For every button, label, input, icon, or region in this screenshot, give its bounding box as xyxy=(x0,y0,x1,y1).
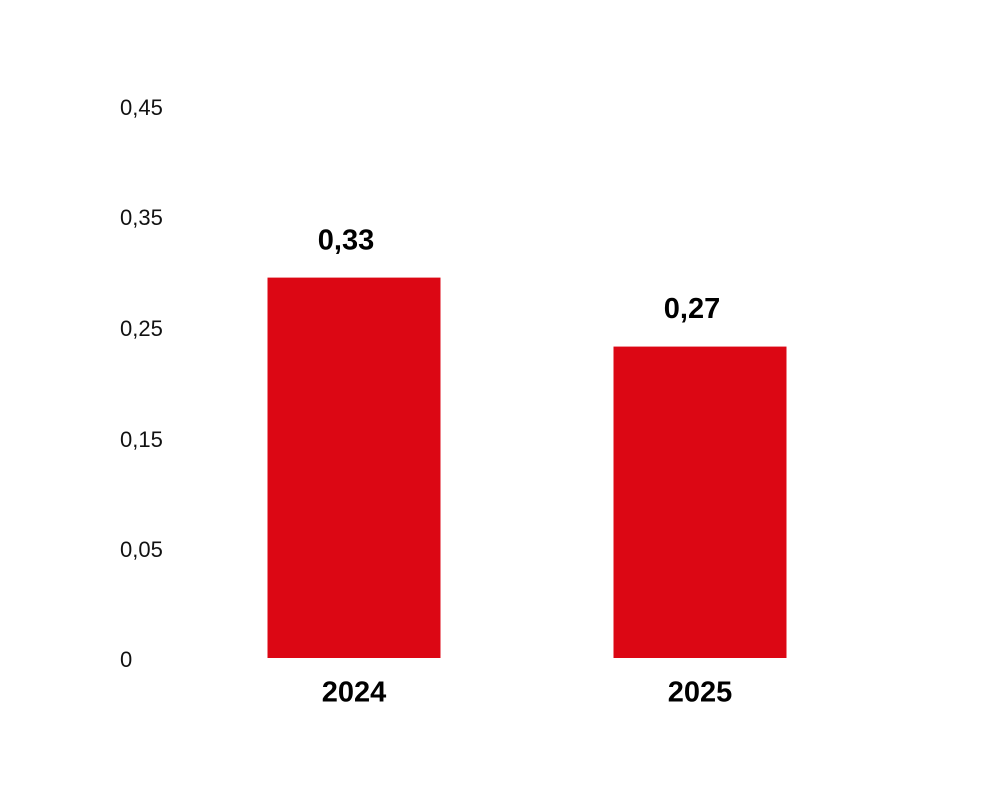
y-tick-label: 0,25 xyxy=(120,316,163,341)
y-axis: 0 0,05 0,15 0,25 0,35 0,45 xyxy=(120,95,163,672)
bars xyxy=(267,277,787,658)
bar-2025 xyxy=(613,346,787,658)
y-tick-label: 0,05 xyxy=(120,537,163,562)
x-category-label: 2024 xyxy=(322,677,387,709)
data-labels: 0,33 0,27 xyxy=(318,224,720,325)
data-label-2024: 0,33 xyxy=(318,224,374,256)
y-tick-label: 0,45 xyxy=(120,95,163,120)
x-category-label: 2025 xyxy=(668,677,733,709)
y-tick-label: 0,15 xyxy=(120,427,163,452)
x-axis: 2024 2025 xyxy=(322,677,733,709)
y-tick-label: 0 xyxy=(120,647,132,672)
data-label-2025: 0,27 xyxy=(664,293,720,325)
bar-2024 xyxy=(267,277,441,658)
y-tick-label: 0,35 xyxy=(120,205,163,230)
